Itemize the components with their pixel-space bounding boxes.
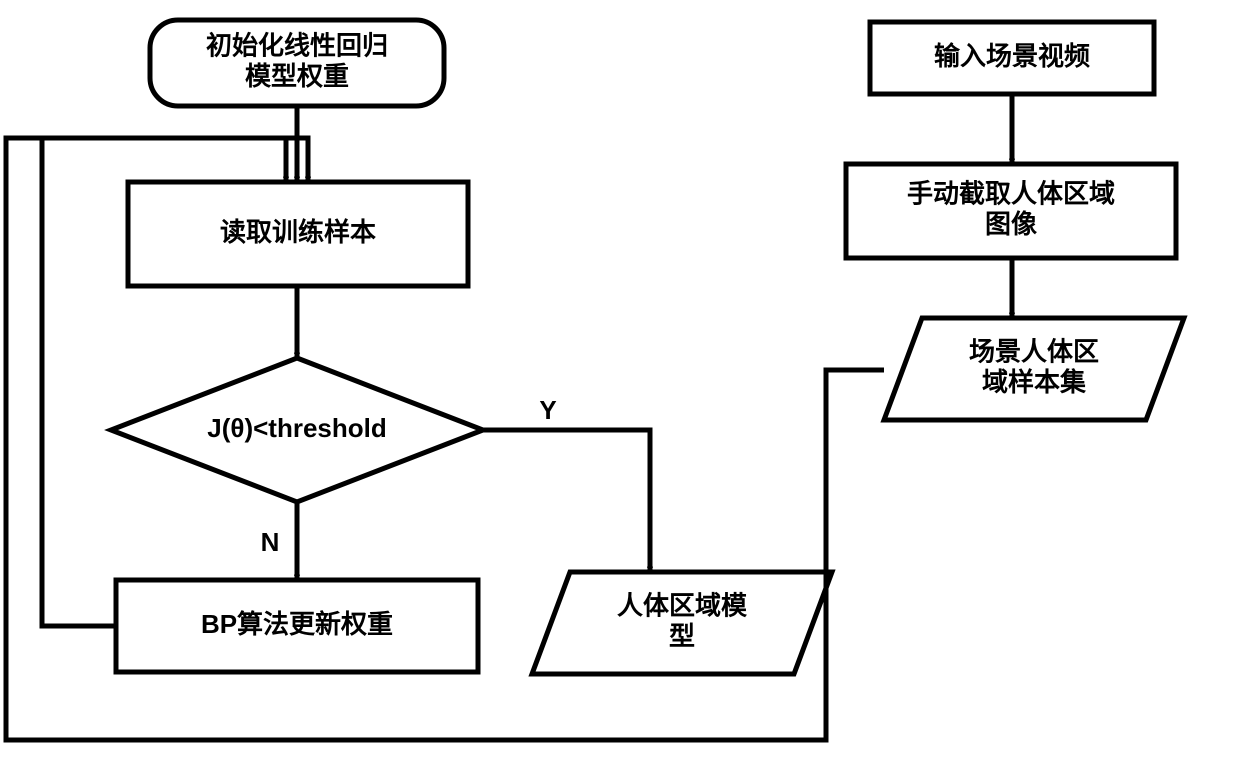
svg-text:型: 型: [669, 621, 695, 651]
svg-text:场景人体区: 场景人体区: [969, 337, 1099, 367]
svg-text:图像: 图像: [985, 209, 1038, 239]
svg-text:输入场景视频: 输入场景视频: [934, 41, 1090, 71]
edge-label-Y: Y: [539, 395, 556, 425]
edge-bp-loop: [42, 138, 286, 626]
svg-text:初始化线性回归: 初始化线性回归: [206, 31, 388, 61]
svg-text:BP算法更新权重: BP算法更新权重: [201, 609, 393, 639]
svg-text:J(θ)<threshold: J(θ)<threshold: [207, 413, 386, 443]
svg-text:手动截取人体区域: 手动截取人体区域: [907, 179, 1115, 209]
edge-cond-right-Y: [483, 430, 650, 572]
svg-text:读取训练样本: 读取训练样本: [220, 217, 376, 247]
svg-text:域样本集: 域样本集: [982, 367, 1087, 397]
svg-text:模型权重: 模型权重: [245, 61, 349, 91]
edge-label-N: N: [261, 527, 280, 557]
svg-text:人体区域模: 人体区域模: [617, 591, 748, 621]
